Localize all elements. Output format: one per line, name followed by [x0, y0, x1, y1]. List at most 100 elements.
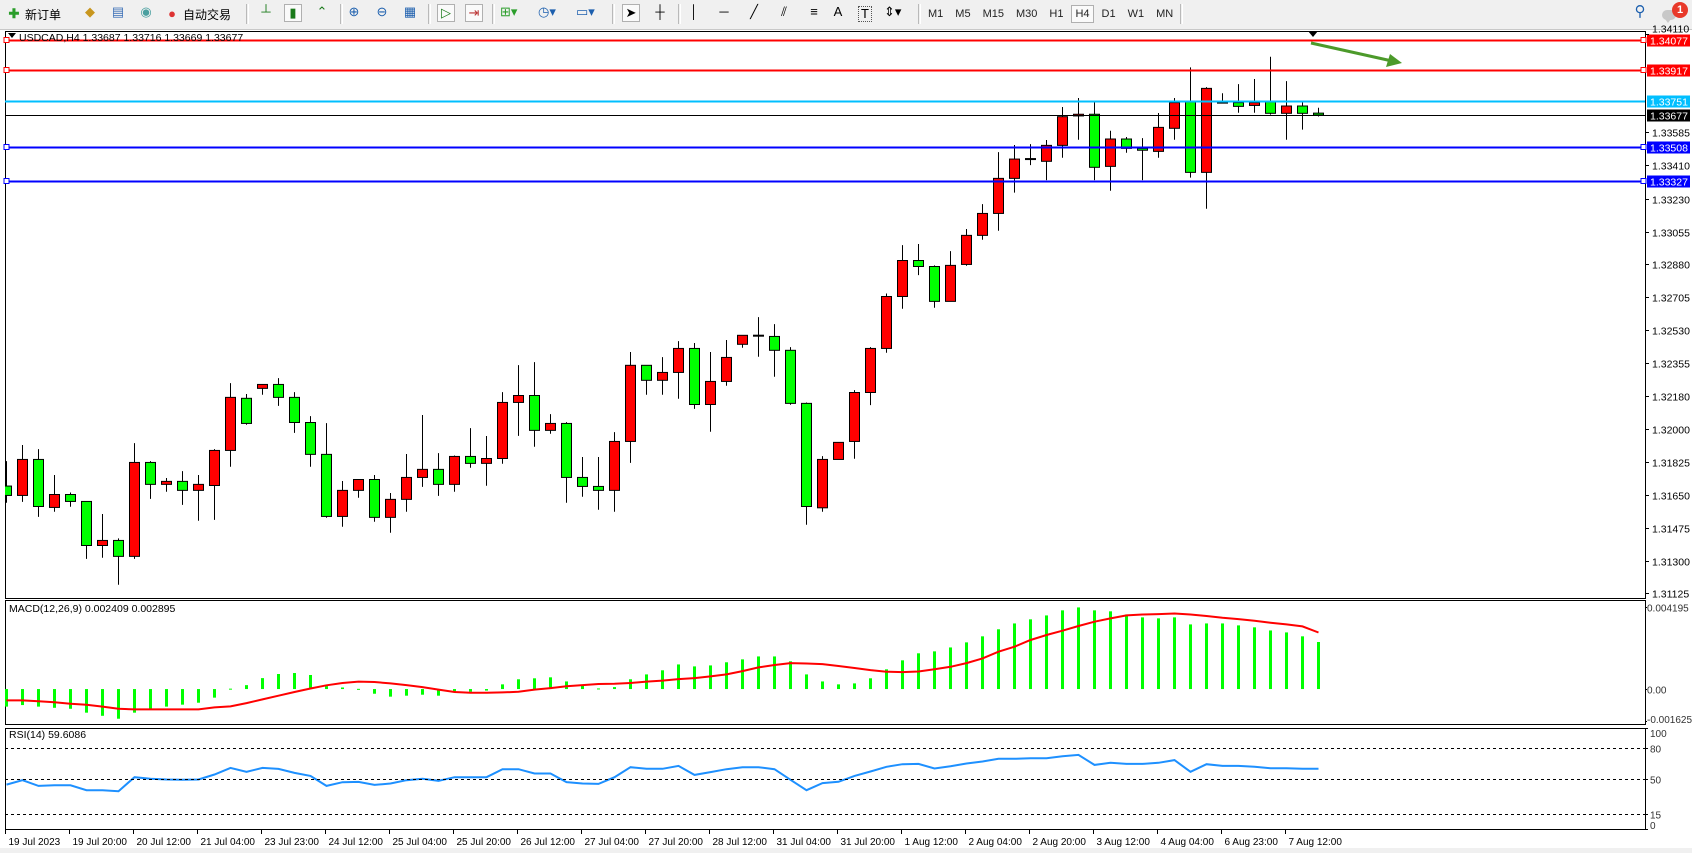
- price-tick-label: 1.32705: [1652, 293, 1690, 305]
- candle-body: [897, 260, 908, 297]
- rsi-line: [6, 753, 1319, 793]
- macd-histogram-bar: [229, 688, 232, 690]
- macd-histogram-bar: [405, 689, 408, 696]
- price-level-badge: [1647, 175, 1690, 188]
- macd-histogram-bar: [981, 636, 984, 690]
- candle-body: [209, 449, 220, 486]
- notification-button[interactable]: 1: [1658, 2, 1690, 26]
- candle-body: [561, 422, 572, 478]
- auto-scroll-icon[interactable]: ▷: [437, 4, 455, 22]
- toolbar: ✚ 新订单 ◆ ▤ ◉ ● 自动交易 ┴ ▮ ⌃ ⊕ ⊖ ▦ ▷ ⇥ ⊞▾ ◷▾…: [0, 0, 1692, 30]
- rsi-axis-label: 15: [1650, 811, 1662, 822]
- rsi-axis-label: 80: [1650, 745, 1662, 756]
- periods-icon[interactable]: ◷▾: [538, 4, 556, 19]
- candle-body: [817, 458, 828, 509]
- price-level-badge: [1647, 64, 1690, 77]
- text-icon[interactable]: A: [833, 4, 843, 19]
- candle-body: [481, 458, 492, 464]
- line-chart-icon[interactable]: ⌃: [316, 4, 328, 19]
- timeframe-m30[interactable]: M30: [1015, 8, 1038, 20]
- auto-trading-label: 自动交易: [183, 7, 232, 22]
- price-tick-label: 1.32530: [1652, 326, 1690, 338]
- macd-histogram-bar: [853, 683, 856, 690]
- time-label: 28 Jul 12:00: [713, 837, 768, 848]
- time-label: 19 Jul 2023: [9, 837, 61, 848]
- candle-body: [113, 539, 124, 557]
- auto-trading-button[interactable]: ● 自动交易: [164, 4, 231, 24]
- macd-histogram-bar: [101, 689, 104, 716]
- time-label: 25 Jul 04:00: [393, 837, 448, 848]
- timeframe-w1[interactable]: W1: [1127, 8, 1145, 20]
- timeframe-d1[interactable]: D1: [1101, 8, 1116, 20]
- timeframe-m1[interactable]: M1: [928, 8, 944, 20]
- timeframe-m5[interactable]: M5: [955, 8, 971, 20]
- timeframe-h4[interactable]: H4: [1071, 5, 1094, 23]
- macd-histogram-bar: [389, 689, 392, 697]
- candle-body: [433, 468, 444, 485]
- crosshair-icon[interactable]: ┼: [655, 4, 665, 19]
- time-label: 31 Jul 20:00: [841, 837, 896, 848]
- level-handle-right: [1640, 178, 1647, 184]
- candlestick-icon[interactable]: ▮: [284, 4, 302, 22]
- macd-pane: [5, 600, 1646, 725]
- price-level-badge: [1647, 95, 1690, 108]
- price-level-badge: [1647, 109, 1690, 122]
- price-tick-label: 1.32000: [1652, 425, 1690, 437]
- macd-axis-label: 0.004195: [1647, 604, 1689, 615]
- indicators-icon[interactable]: ⊞▾: [500, 4, 518, 19]
- tile-windows-icon[interactable]: ▦: [403, 4, 417, 19]
- price-level-badge: [1647, 34, 1690, 47]
- candle-body: [5, 485, 12, 496]
- level-handle-right: [1640, 144, 1647, 150]
- macd-histogram-bar: [1269, 630, 1272, 690]
- macd-histogram-bar: [1237, 625, 1240, 690]
- templates-icon[interactable]: ▭▾: [576, 4, 595, 19]
- zoom-in-icon[interactable]: ⊕: [348, 4, 360, 19]
- rsi-pane: [5, 728, 1646, 830]
- vertical-line-icon[interactable]: │: [689, 4, 699, 19]
- macd-signal-line: [6, 612, 1319, 711]
- timeframe-mn[interactable]: MN: [1156, 8, 1174, 20]
- macd-histogram-bar: [1173, 617, 1176, 690]
- candle-body: [241, 397, 252, 424]
- equidistant-channel-icon[interactable]: ⫽: [781, 4, 787, 19]
- signals-icon[interactable]: ◉: [140, 4, 152, 19]
- macd-histogram-bar: [421, 689, 424, 695]
- new-order-button[interactable]: ✚ 新订单: [6, 4, 61, 24]
- text-label-icon[interactable]: T: [858, 6, 872, 22]
- cursor-icon[interactable]: ➤: [622, 4, 640, 22]
- candle-body: [1281, 105, 1292, 114]
- candle-body: [769, 335, 780, 351]
- chart-shift-icon[interactable]: ⇥: [465, 4, 483, 22]
- macd-histogram-bar: [885, 669, 888, 690]
- macd-header: MACD(12,26,9) 0.002409 0.002895: [9, 603, 176, 615]
- macd-series: [5, 607, 1320, 793]
- candle-body: [273, 383, 284, 398]
- timeframe-h1[interactable]: H1: [1049, 8, 1064, 20]
- trendline-icon[interactable]: ╱: [750, 4, 758, 19]
- macd-histogram-bar: [325, 686, 328, 690]
- macd-histogram-bar: [645, 674, 648, 690]
- data-window-icon[interactable]: ▤: [111, 4, 125, 19]
- price-tick-label: 1.31475: [1652, 524, 1690, 536]
- macd-histogram-bar: [1285, 632, 1288, 690]
- gold-bar-icon[interactable]: ◆: [85, 4, 95, 19]
- timeframe-m15[interactable]: M15: [982, 8, 1004, 20]
- candle-body: [417, 468, 428, 478]
- candle-body: [1249, 102, 1260, 106]
- candle-body: [353, 479, 364, 491]
- horizontal-line-icon[interactable]: ─: [719, 4, 729, 19]
- zoom-out-icon[interactable]: ⊖: [376, 4, 388, 19]
- fibonacci-icon[interactable]: ≡: [810, 4, 818, 19]
- bar-chart-icon[interactable]: ┴: [261, 4, 271, 19]
- macd-histogram-bar: [613, 687, 616, 690]
- candle-body: [337, 489, 348, 517]
- candle-body: [81, 500, 92, 546]
- arrows-icon[interactable]: ⇕▾: [884, 4, 902, 19]
- candle-body: [1297, 105, 1308, 114]
- search-icon[interactable]: ⚲: [1634, 3, 1646, 20]
- macd-histogram-bar: [725, 662, 728, 690]
- macd-histogram-bar: [661, 670, 664, 690]
- candle-body: [1041, 144, 1052, 162]
